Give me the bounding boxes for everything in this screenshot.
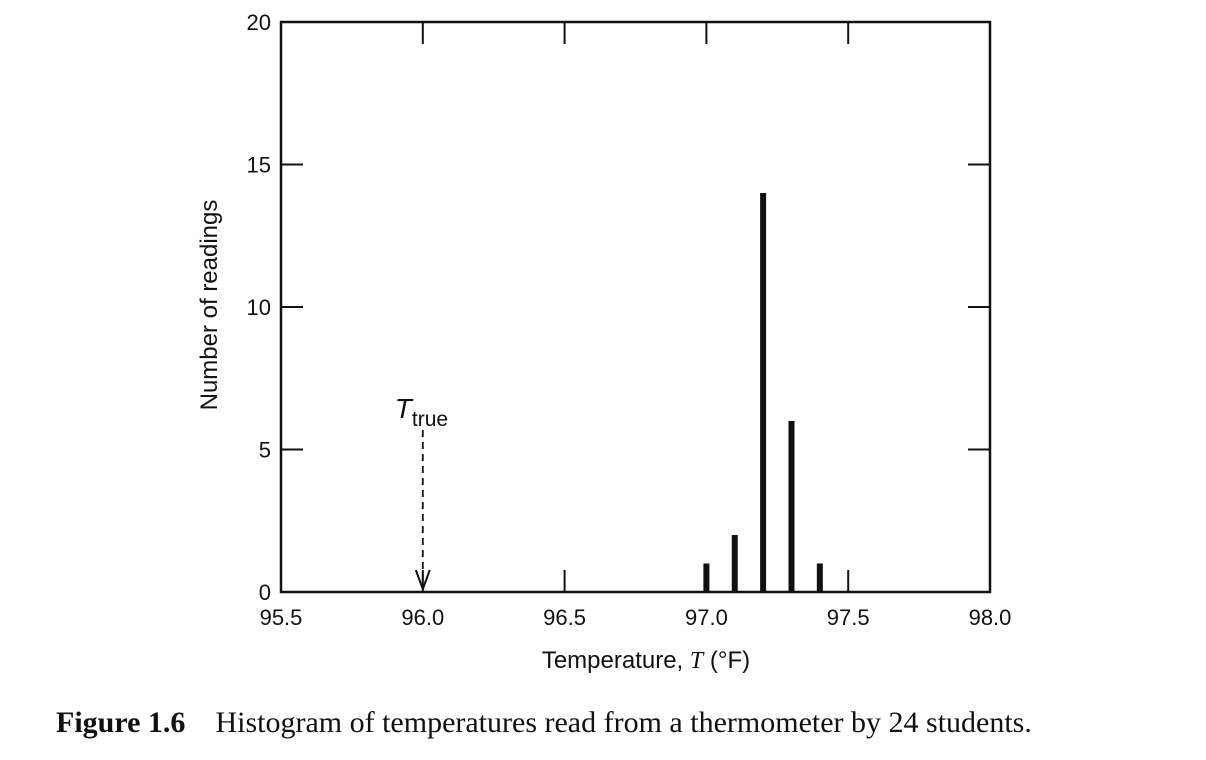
- true-temperature-label: Ttrue: [395, 393, 448, 431]
- x-axis-title: Temperature, T (°F): [542, 647, 750, 674]
- x-axis-title-variable: T: [690, 648, 705, 674]
- figure-caption-text: Histogram of temperatures read from a th…: [215, 706, 1032, 739]
- x-tick-label: 97.5: [827, 605, 870, 630]
- x-tick-label: 96.5: [543, 605, 586, 630]
- y-tick-label: 0: [259, 580, 271, 605]
- axis-ticks: [281, 22, 990, 592]
- y-axis-title: Number of readings: [196, 200, 223, 411]
- y-tick-labels: 0 5 10 15 20: [247, 10, 271, 605]
- x-axis-title-prefix: Temperature,: [542, 647, 690, 674]
- histogram-bar: [788, 421, 795, 592]
- histogram-bar: [731, 535, 738, 592]
- bars: [703, 193, 823, 592]
- figure-caption-label: Figure 1.6: [56, 706, 186, 739]
- plot-frame: [279, 20, 992, 594]
- x-axis-title-unit: (°F): [703, 647, 750, 674]
- y-tick-label: 20: [247, 10, 271, 35]
- x-tick-label: 97.0: [685, 605, 728, 630]
- true-temperature-label-sub: true: [412, 408, 448, 431]
- true-temperature-annotation: Ttrue: [395, 393, 448, 592]
- y-tick-label: 10: [247, 295, 271, 320]
- histogram-bar: [816, 563, 823, 592]
- y-tick-label: 5: [259, 438, 271, 463]
- x-tick-labels: 95.5 96.0 96.5 97.0 97.5 98.0: [260, 605, 1012, 630]
- histogram-bar: [703, 563, 710, 592]
- x-tick-label: 95.5: [260, 605, 303, 630]
- y-tick-label: 15: [247, 153, 271, 178]
- true-temperature-label-main: T: [395, 393, 414, 424]
- true-temperature-arrowhead: [414, 569, 431, 592]
- figure-caption: Figure 1.6 Histogram of temperatures read…: [56, 706, 1176, 740]
- x-tick-label: 98.0: [969, 605, 1012, 630]
- histogram-bar: [760, 193, 767, 592]
- x-tick-label: 96.0: [401, 605, 444, 630]
